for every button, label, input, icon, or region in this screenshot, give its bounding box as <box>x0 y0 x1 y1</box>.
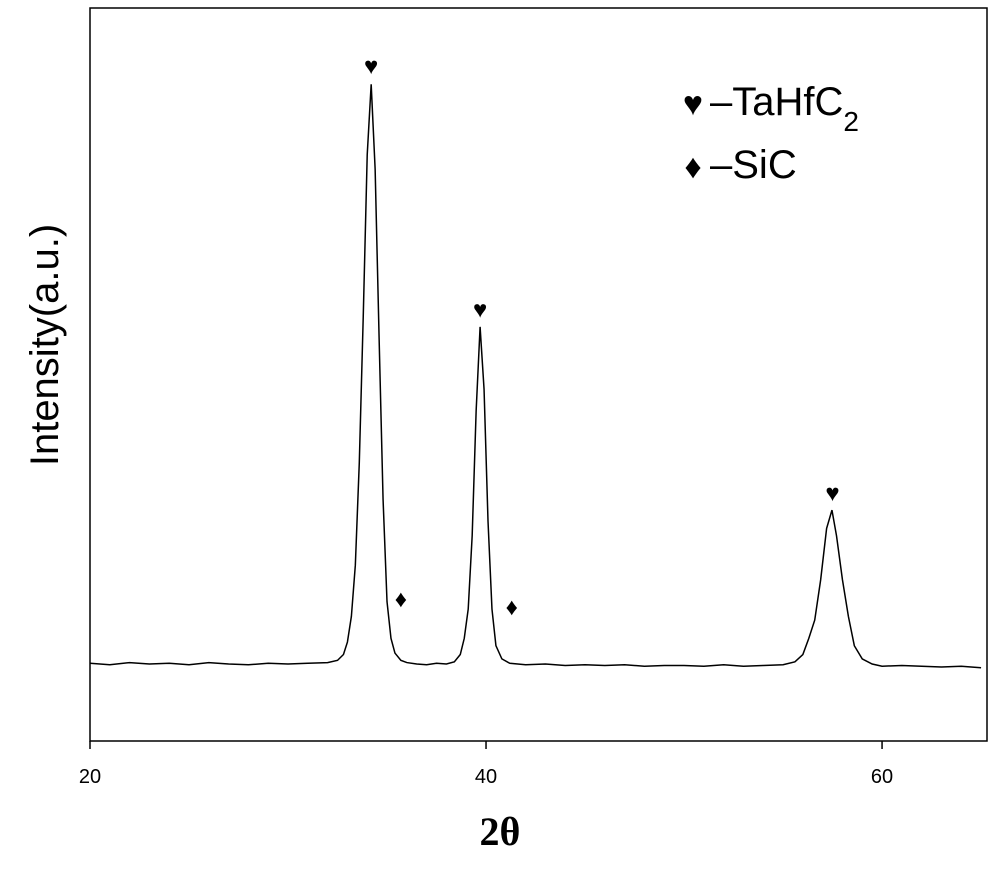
legend-symbol: ♦ <box>684 148 701 186</box>
data-line <box>90 84 981 667</box>
x-tick-label: 60 <box>871 766 893 788</box>
legend-label: –SiC <box>710 143 797 187</box>
peak-marker: ♥ <box>364 53 378 80</box>
y-axis-label: Intensity(a.u.) <box>23 224 67 466</box>
peak-marker: ♦ <box>395 586 407 613</box>
legend-symbol: ♥ <box>683 85 703 123</box>
legend-subscript: 2 <box>843 106 859 137</box>
legend-text: –TaHfC <box>710 80 843 124</box>
legend-label: –TaHfC2 <box>710 80 859 137</box>
peak-marker: ♥ <box>473 296 487 323</box>
peak-marker: ♦ <box>506 594 518 621</box>
x-tick-label: 40 <box>475 766 497 788</box>
x-axis-label: 2θ <box>480 809 521 854</box>
legend-text: –SiC <box>710 143 797 187</box>
x-tick-label: 20 <box>79 766 101 788</box>
peak-marker: ♥ <box>825 480 839 507</box>
